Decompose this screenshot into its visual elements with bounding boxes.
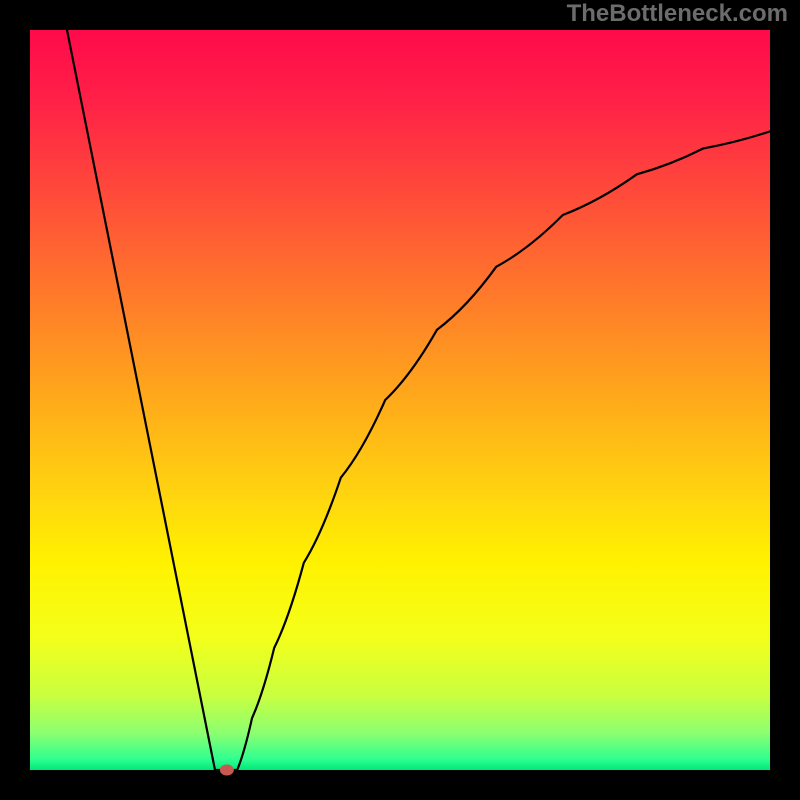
watermark-label: TheBottleneck.com [567, 0, 788, 28]
stage: TheBottleneck.com [0, 0, 800, 800]
minimum-marker [220, 765, 234, 776]
foreground-svg [0, 0, 800, 800]
bottleneck-curve [67, 30, 770, 770]
